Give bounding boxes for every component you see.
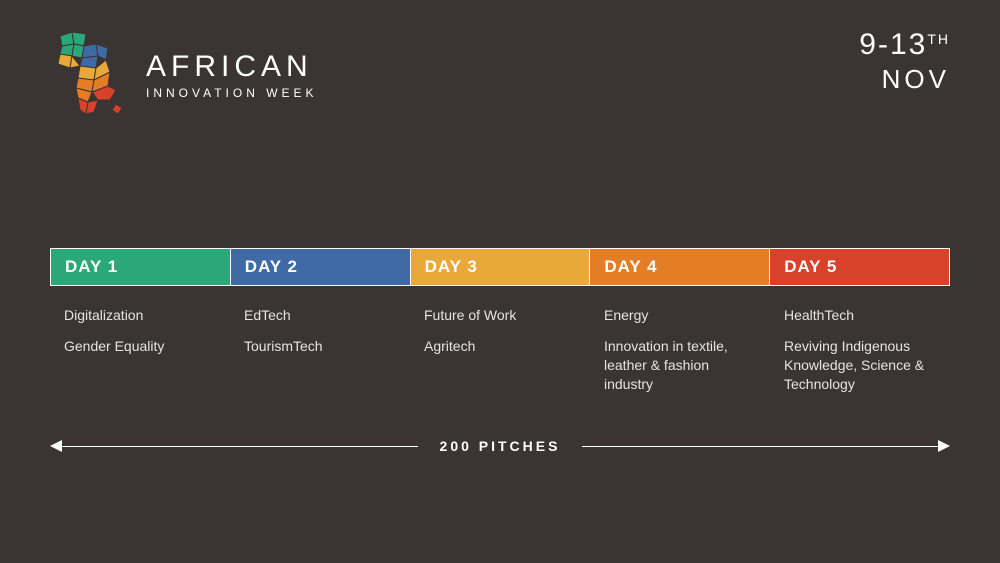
logo-text: AFRICAN INNOVATION WEEK (146, 50, 318, 100)
date-block: 9-13TH NOV (859, 30, 950, 95)
date-suffix: TH (927, 31, 950, 47)
pitches-label: 200 PITCHES (418, 438, 583, 454)
arrow-left-icon (50, 440, 62, 452)
day-header-5: DAY 5 (770, 249, 949, 285)
header: AFRICAN INNOVATION WEEK 9-13TH NOV (50, 30, 950, 120)
topic-item: Digitalization (64, 306, 216, 325)
topic-item: TourismTech (244, 337, 396, 356)
topics-col-3: Future of Work Agritech (410, 296, 590, 406)
date-month: NOV (859, 64, 950, 95)
pitches-line-right (582, 446, 938, 447)
day-header-2: DAY 2 (231, 249, 411, 285)
topic-item: Gender Equality (64, 337, 216, 356)
date-range: 9-13TH (859, 30, 950, 60)
topics-col-5: HealthTech Reviving Indigenous Knowledge,… (770, 296, 950, 406)
logo-subtitle: INNOVATION WEEK (146, 86, 318, 100)
schedule-bar: DAY 1DAY 2DAY 3DAY 4DAY 5 (50, 248, 950, 286)
topic-item: Innovation in textile, leather & fashion… (604, 337, 756, 394)
topic-item: HealthTech (784, 306, 936, 325)
topic-item: EdTech (244, 306, 396, 325)
topic-item: Energy (604, 306, 756, 325)
pitches-line-left (62, 446, 418, 447)
day-header-3: DAY 3 (411, 249, 591, 285)
logo-title: AFRICAN (146, 50, 318, 84)
pitches-bar: 200 PITCHES (50, 438, 950, 454)
topic-item: Reviving Indigenous Knowledge, Science &… (784, 337, 936, 394)
day-header-4: DAY 4 (590, 249, 770, 285)
topics-row: Digitalization Gender Equality EdTech Touri… (50, 296, 950, 406)
logo-block: AFRICAN INNOVATION WEEK (50, 30, 318, 120)
topics-col-2: EdTech TourismTech (230, 296, 410, 406)
day-header-1: DAY 1 (51, 249, 231, 285)
topic-item: Agritech (424, 337, 576, 356)
date-range-text: 9-13 (859, 28, 927, 61)
topics-col-1: Digitalization Gender Equality (50, 296, 230, 406)
arrow-right-icon (938, 440, 950, 452)
topic-item: Future of Work (424, 306, 576, 325)
africa-logo-icon (50, 30, 128, 120)
topics-col-4: Energy Innovation in textile, leather & f… (590, 296, 770, 406)
